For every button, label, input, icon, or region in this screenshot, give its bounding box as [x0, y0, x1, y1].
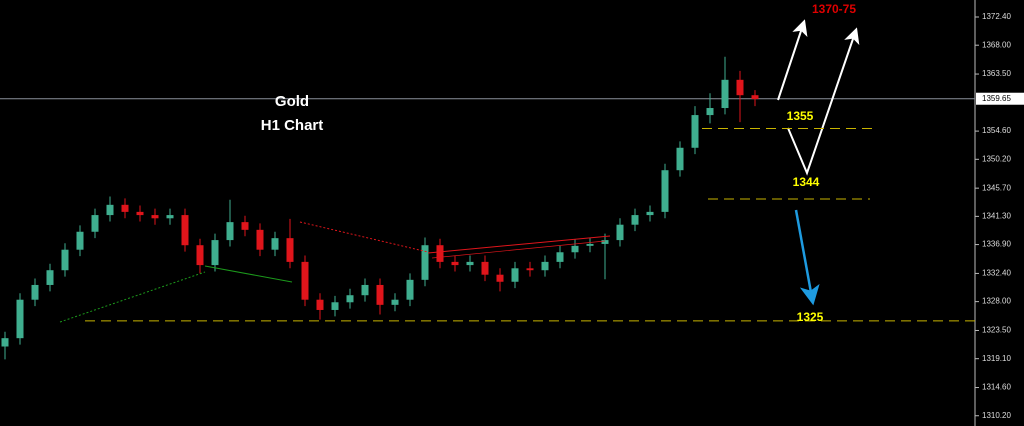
candle-body [271, 238, 279, 250]
candle-body [511, 268, 519, 282]
y-tick-label: 1310.20 [982, 411, 1011, 420]
candle-body [406, 279, 414, 300]
trend-line [299, 221, 429, 253]
candle-body [76, 231, 84, 250]
candle-body [481, 261, 489, 275]
candle-body [196, 245, 204, 266]
candle-body [736, 79, 744, 96]
y-tick-label: 1341.30 [982, 211, 1011, 220]
y-tick-label: 1314.60 [982, 383, 1011, 392]
candle-body [391, 299, 399, 305]
trend-line [204, 265, 293, 283]
candle-body [571, 245, 579, 253]
y-tick-label: 1372.40 [982, 12, 1011, 21]
candle-body [166, 215, 174, 219]
candle-body [106, 204, 114, 216]
candle-body [91, 215, 99, 232]
candle-body [61, 249, 69, 271]
candle-body [721, 79, 729, 109]
candle-body [316, 299, 324, 310]
candle-body [466, 261, 474, 266]
target-label: 1370-75 [812, 2, 856, 16]
candle-body [616, 224, 624, 241]
candle-body [331, 302, 339, 310]
candle-body [526, 268, 534, 271]
trend-line [431, 240, 606, 259]
up-arrow [787, 27, 860, 176]
chart-subtitle: H1 Chart [261, 117, 324, 134]
y-tick-label: 1332.40 [982, 269, 1011, 278]
trend-line [427, 235, 611, 254]
up-arrow [777, 19, 808, 101]
y-tick-label: 1368.00 [982, 40, 1011, 49]
level-label: 1344 [793, 175, 820, 189]
down-arrow [794, 209, 820, 306]
candle-body [226, 222, 234, 241]
current-price-label: 1359.65 [982, 94, 1011, 103]
candle-body [46, 270, 54, 285]
candle-body [346, 295, 354, 303]
candle-body [421, 245, 429, 280]
y-tick-label: 1323.50 [982, 326, 1011, 335]
candle-body [556, 252, 564, 262]
plot [0, 56, 975, 360]
candle-body [451, 261, 459, 266]
candle-body [586, 243, 594, 246]
candle-body [661, 170, 669, 212]
candle-body [301, 261, 309, 300]
y-tick-label: 1336.90 [982, 240, 1011, 249]
candle-body [361, 284, 369, 296]
candle-body [691, 115, 699, 148]
candle-body [541, 261, 549, 271]
y-tick-label: 1319.10 [982, 354, 1011, 363]
candle-body [376, 284, 384, 305]
candle-body [436, 245, 444, 262]
y-tick-label: 1328.00 [982, 297, 1011, 306]
candle-body [646, 211, 654, 216]
y-tick-label: 1345.70 [982, 183, 1011, 192]
candle-body [211, 240, 219, 266]
candle-body [256, 229, 264, 250]
candle-body [151, 215, 159, 219]
candle-body [31, 284, 39, 300]
candle-body [751, 95, 759, 100]
current-price-box [976, 92, 1024, 105]
candle-body [601, 240, 609, 244]
candle-body [706, 108, 714, 116]
y-tick-label: 1354.60 [982, 126, 1011, 135]
candle-body [121, 204, 129, 212]
y-tick-label: 1363.50 [982, 69, 1011, 78]
candle-body [241, 222, 249, 230]
candle-body [631, 215, 639, 225]
candle-body [496, 274, 504, 282]
candle-body [16, 299, 24, 339]
y-tick-label: 1350.20 [982, 154, 1011, 163]
trend-line [59, 271, 206, 323]
level-label: 1325 [797, 310, 824, 324]
chart-title: Gold [275, 93, 309, 110]
candle-body [136, 211, 144, 216]
candle-body [286, 238, 294, 262]
level-label: 1355 [787, 109, 814, 123]
candle-body [181, 215, 189, 246]
candle-body [1, 338, 9, 347]
candle-body [676, 147, 684, 171]
